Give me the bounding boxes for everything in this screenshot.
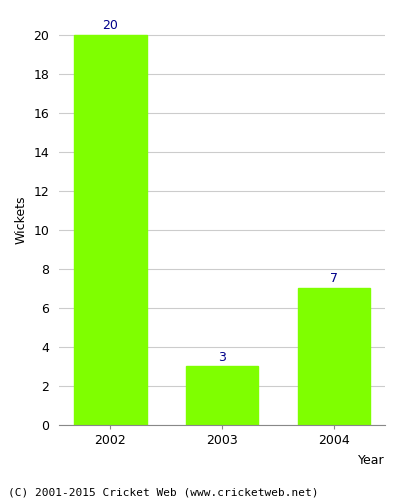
Text: Year: Year [358,454,385,467]
Text: 7: 7 [330,272,338,285]
Y-axis label: Wickets: Wickets [15,196,28,244]
Text: 3: 3 [218,350,226,364]
Text: (C) 2001-2015 Cricket Web (www.cricketweb.net): (C) 2001-2015 Cricket Web (www.cricketwe… [8,488,318,498]
Bar [298,288,370,425]
Bar [186,366,258,425]
Bar [74,34,147,425]
Text: 20: 20 [102,18,118,32]
